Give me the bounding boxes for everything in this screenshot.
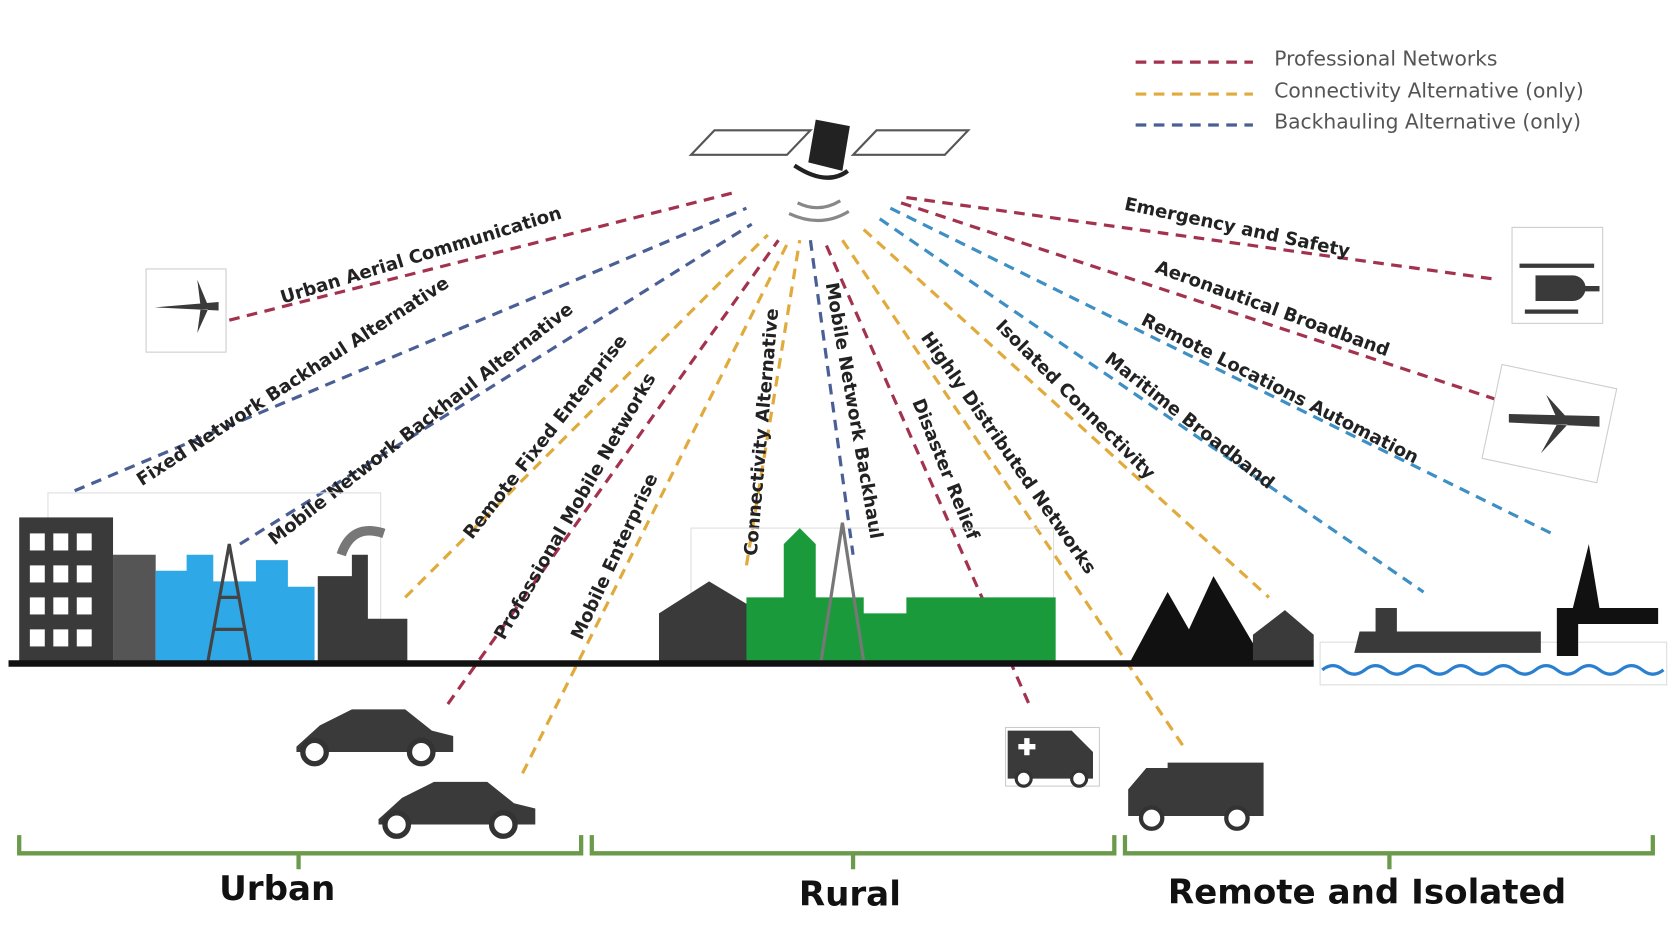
region-label: Urban — [219, 869, 335, 909]
link-label: Mobile Network Backhaul — [821, 281, 887, 541]
link-line — [901, 203, 1498, 400]
link-line — [842, 240, 1183, 747]
region-label: Rural — [799, 874, 901, 914]
links — [75, 192, 1552, 773]
region-label: Remote and Isolated — [1168, 872, 1566, 912]
legend-label: Professional Networks — [1274, 46, 1497, 70]
link-label: Remote Locations Automation — [1138, 310, 1422, 469]
link-line — [405, 235, 768, 598]
satellite — [691, 120, 968, 221]
legend-label: Connectivity Alternative (only) — [1274, 78, 1583, 102]
link-label: Emergency and Safety — [1123, 194, 1352, 262]
diagram: Professional Networks Connectivity Alter… — [0, 0, 1672, 925]
link-label: Mobile Network Backhaul Alternative — [265, 299, 578, 550]
legend: Professional Networks Connectivity Alter… — [1136, 46, 1584, 133]
link-label: Connectivity Alternative — [741, 307, 784, 556]
legend-label: Backhauling Alternative (only) — [1274, 109, 1581, 133]
region-brackets — [19, 835, 1653, 869]
